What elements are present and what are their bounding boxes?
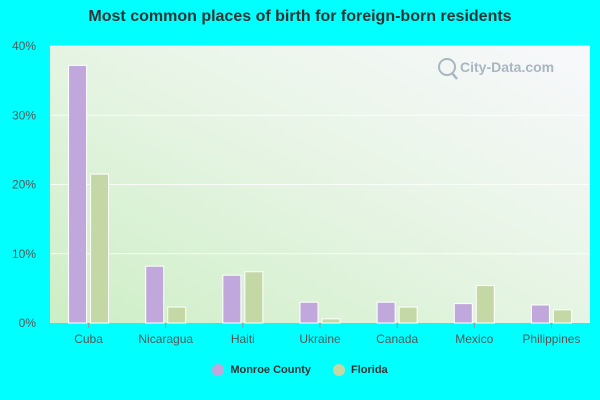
- watermark: City-Data.com: [438, 58, 554, 80]
- bar-philippines-florida: [552, 309, 572, 324]
- watermark-magnifier-handle: [451, 72, 458, 80]
- x-tick-label-cuba: Cuba: [74, 332, 103, 346]
- bar-ukraine-monroe-county: [299, 301, 319, 324]
- bar-ukraine-florida: [321, 318, 341, 324]
- y-tick-label: 10%: [12, 247, 36, 261]
- x-tick-label-haiti: Haiti: [231, 332, 255, 346]
- bar-haiti-florida: [244, 271, 264, 324]
- bar-canada-florida: [398, 306, 418, 324]
- watermark-magnifier-icon: [438, 58, 456, 76]
- legend: Monroe County Florida: [0, 364, 600, 376]
- y-tick-label: 0%: [19, 316, 37, 330]
- bar-philippines-monroe-county: [530, 304, 550, 324]
- watermark-text: City-Data.com: [460, 59, 554, 75]
- legend-swatch-florida: [333, 364, 345, 376]
- bar-nicaragua-monroe-county: [145, 265, 165, 324]
- x-tick-label-mexico: Mexico: [455, 332, 493, 346]
- x-tick-label-philippines: Philippines: [522, 332, 580, 346]
- bar-cuba-monroe-county: [68, 64, 88, 324]
- legend-label-florida: Florida: [351, 364, 388, 376]
- x-tick-label-canada: Canada: [376, 332, 418, 346]
- chart-title: Most common places of birth for foreign-…: [88, 8, 512, 25]
- legend-item-florida: Florida: [333, 364, 388, 376]
- x-tick-label-nicaragua: Nicaragua: [138, 332, 193, 346]
- legend-item-monroe-county: Monroe County: [212, 364, 311, 376]
- legend-swatch-monroe-county: [212, 364, 225, 376]
- bar-canada-monroe-county: [376, 301, 396, 324]
- y-tick-label: 20%: [12, 178, 36, 192]
- bar-cuba-florida: [90, 173, 110, 324]
- bar-nicaragua-florida: [167, 306, 187, 324]
- legend-label-monroe-county: Monroe County: [230, 364, 311, 376]
- bar-haiti-monroe-county: [222, 274, 242, 324]
- bar-mexico-monroe-county: [453, 303, 473, 324]
- y-tick-label: 30%: [12, 108, 36, 122]
- y-tick-label: 40%: [12, 39, 36, 53]
- x-tick-label-ukraine: Ukraine: [299, 332, 341, 346]
- bar-mexico-florida: [475, 285, 495, 324]
